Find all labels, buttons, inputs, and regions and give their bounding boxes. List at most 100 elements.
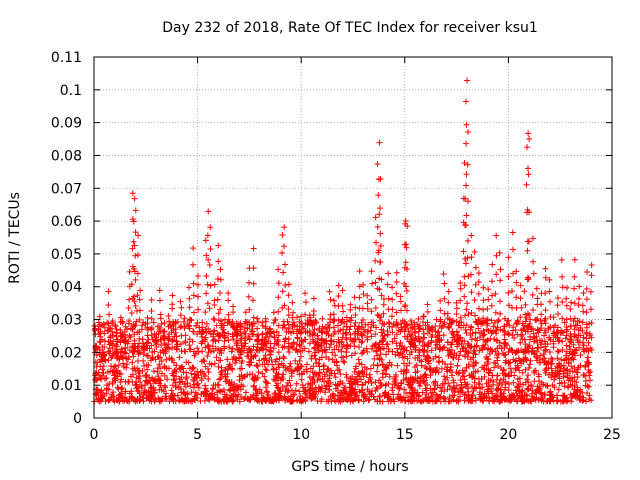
baseline-point [204,353,211,360]
y-tick-label: 0.03 [51,313,82,329]
data-point [282,282,289,289]
data-point [505,273,512,280]
data-point [330,311,337,318]
baseline-point [512,365,519,372]
baseline-point [525,372,532,379]
baseline-point [379,374,386,381]
baseline-point [202,373,209,380]
data-point [526,312,533,319]
baseline-point [292,387,299,394]
data-point [137,287,144,294]
data-point [575,295,582,302]
baseline-point [250,392,257,399]
data-point [529,291,536,298]
data-point [377,230,384,237]
baseline-point [131,331,138,338]
baseline-point [586,372,593,379]
baseline-point [333,342,340,349]
baseline-point [359,338,366,345]
data-point [207,246,214,253]
baseline-point [158,358,165,365]
data-point [588,262,595,268]
baseline-point [281,393,288,400]
data-point [464,300,471,307]
data-point [525,165,532,172]
baseline-point [259,319,266,326]
baseline-point [114,336,121,343]
data-point [580,308,587,315]
baseline-point [298,398,305,405]
baseline-point [438,388,445,395]
baseline-point [424,396,431,403]
baseline-point [93,363,100,370]
baseline-point [237,386,244,393]
baseline-point [145,362,152,369]
data-point [567,306,574,313]
data-point [376,139,383,146]
baseline-point [582,377,589,384]
baseline-point [422,363,429,370]
baseline-point [485,388,492,395]
data-point [424,308,431,315]
baseline-point [358,376,365,383]
baseline-point [312,355,319,362]
data-point [194,345,201,352]
baseline-point [403,362,410,369]
baseline-point [286,349,293,356]
baseline-point [561,383,568,390]
data-point [199,319,206,326]
baseline-point [280,353,287,360]
data-point [493,271,500,278]
baseline-point [580,371,587,378]
baseline-point [406,389,413,396]
baseline-point [453,369,460,376]
y-tick-label: 0.08 [51,148,82,164]
baseline-point [568,398,575,405]
data-point [182,332,189,339]
data-point [375,192,382,199]
baseline-point [377,380,384,387]
baseline-point [311,326,318,333]
data-point [326,288,333,295]
baseline-point [337,370,344,377]
baseline-point [326,375,333,382]
baseline-point [541,391,548,398]
data-point [377,259,384,266]
data-point [294,314,301,321]
x-axis-label: GPS time / hours [291,459,408,475]
data-point [135,252,142,259]
baseline-point [413,391,420,398]
baseline-point [450,355,457,362]
baseline-point [110,389,117,396]
data-point [178,304,185,311]
baseline-point [144,366,151,373]
data-point [529,235,536,242]
data-point [380,301,387,308]
baseline-point [537,389,544,396]
baseline-point [200,357,207,364]
data-point [254,318,261,325]
data-point [480,297,487,304]
baseline-point [339,380,346,387]
y-tick-label: 0.06 [51,214,82,230]
baseline-point [384,341,391,348]
baseline-point [122,350,129,357]
baseline-point [358,331,365,338]
baseline-point [562,335,569,342]
data-point [275,266,282,273]
baseline-point [409,379,416,386]
baseline-point [128,373,135,380]
data-point [468,289,475,296]
data-point [169,292,176,299]
baseline-point [522,366,529,373]
baseline-point [264,329,271,336]
data-point [305,348,312,355]
data-point [302,290,309,297]
data-point [530,306,537,313]
data-point [480,306,487,313]
data-point [485,296,492,303]
data-point [468,232,475,239]
data-point [230,303,237,310]
data-point [538,311,545,318]
data-point [563,295,570,302]
